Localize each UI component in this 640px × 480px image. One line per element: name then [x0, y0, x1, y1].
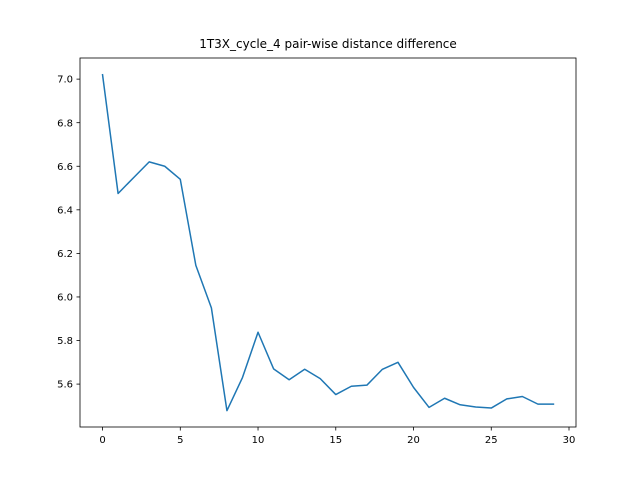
y-tick-label: 6.4 [57, 205, 73, 216]
y-tick-label: 6.0 [57, 293, 73, 304]
x-tick-label: 25 [485, 435, 498, 446]
axes-frame [79, 57, 577, 428]
x-tick-label: 30 [563, 435, 576, 446]
chart-title: 1T3X_cycle_4 pair-wise distance differen… [199, 37, 457, 51]
plot-area [101, 73, 555, 412]
y-tick-label: 6.2 [57, 249, 73, 260]
x-tick-label: 10 [252, 435, 265, 446]
y-tick-label: 6.8 [57, 118, 73, 129]
y-tick-label: 5.6 [57, 380, 73, 391]
y-tick-label: 5.8 [57, 336, 73, 347]
x-tick-label: 20 [407, 435, 420, 446]
y-tick-label: 7.0 [57, 75, 73, 86]
axes: 0 5 10 15 20 25 30 5.6 5.8 6.0 6.2 6.4 6.6 6.8 7.0 [57, 57, 577, 446]
x-tick-label: 0 [99, 435, 105, 446]
series-line [101, 73, 555, 412]
x-tick-label: 15 [329, 435, 342, 446]
y-tick-label: 6.6 [57, 162, 73, 173]
x-tick-label: 5 [177, 435, 183, 446]
